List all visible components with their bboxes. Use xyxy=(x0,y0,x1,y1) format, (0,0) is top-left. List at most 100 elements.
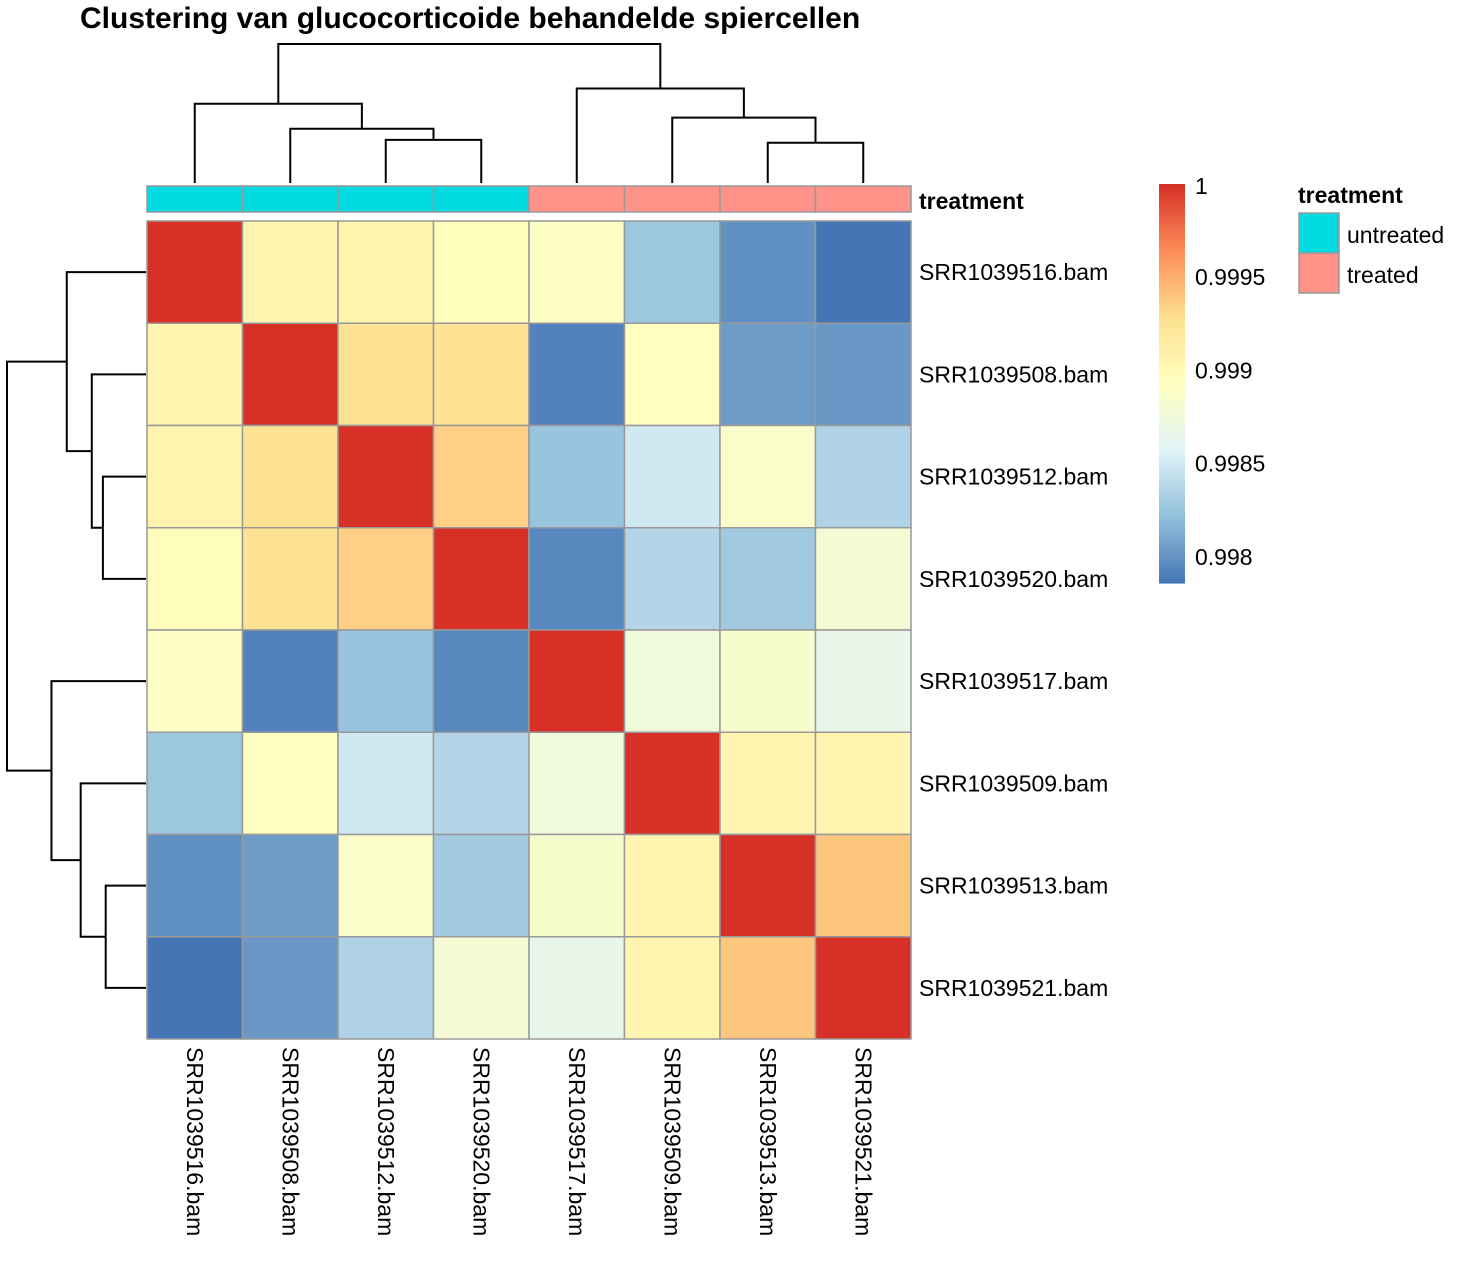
colorbar-segment xyxy=(1159,563,1185,568)
colorbar-tick-label: 0.999 xyxy=(1195,357,1253,383)
row-label: SRR1039512.bam xyxy=(919,464,1108,490)
heatmap-cell xyxy=(241,629,339,733)
colorbar-segment xyxy=(1159,491,1185,496)
heatmap-cell xyxy=(432,322,530,427)
colorbar-segment xyxy=(1159,287,1185,293)
colorbar-segment xyxy=(1159,399,1185,405)
heatmap-cell xyxy=(432,833,530,938)
heatmap-cell xyxy=(814,731,912,836)
heatmap-cell xyxy=(623,936,721,1040)
colorbar-segment xyxy=(1159,523,1185,528)
colorbar-segment xyxy=(1159,419,1185,424)
colorbar-segment xyxy=(1159,191,1185,197)
column-label: SRR1039517.bam xyxy=(564,1047,590,1236)
colorbar-segment xyxy=(1159,415,1185,421)
dendrogram-branch xyxy=(90,373,146,529)
colorbar-segment xyxy=(1159,311,1185,317)
heatmap-cell xyxy=(146,527,244,631)
annotation-cell xyxy=(337,185,435,213)
annotation-cell xyxy=(719,185,817,213)
colorbar-segment xyxy=(1159,519,1185,524)
heatmap-cell xyxy=(814,527,912,631)
colorbar-segment xyxy=(1159,215,1185,221)
heatmap-cell xyxy=(623,833,721,938)
colorbar-segment xyxy=(1159,347,1185,353)
colorbar-segment xyxy=(1159,567,1185,572)
colorbar-segment xyxy=(1159,295,1185,301)
annotation-cell xyxy=(623,185,721,213)
colorbar-segment xyxy=(1159,471,1185,476)
heatmap-cell xyxy=(623,629,721,733)
colorbar-segment xyxy=(1159,439,1185,444)
colorbar-segment xyxy=(1159,363,1185,369)
heatmap-cell xyxy=(432,936,530,1040)
heatmap-cell xyxy=(623,527,721,631)
colorbar-segment xyxy=(1159,283,1185,289)
heatmap-cell xyxy=(146,629,244,733)
colorbar-segment xyxy=(1159,235,1185,241)
colorbar-segment xyxy=(1159,459,1185,464)
colorbar-segment xyxy=(1159,367,1185,373)
colorbar-segment xyxy=(1159,279,1185,285)
heatmap-cell xyxy=(719,527,817,631)
colorbar-segment xyxy=(1159,547,1185,552)
colorbar-segment xyxy=(1159,543,1185,548)
colorbar-segment xyxy=(1159,355,1185,361)
colorbar-segment xyxy=(1159,507,1185,512)
colorbar-segment xyxy=(1159,203,1185,209)
heatmap-cell xyxy=(337,220,435,324)
colorbar-segment xyxy=(1159,219,1185,225)
colorbar-segment xyxy=(1159,447,1185,452)
heatmap-cell xyxy=(528,833,626,938)
heatmap-cell xyxy=(719,731,817,836)
heatmap-cell xyxy=(814,833,912,938)
colorbar-segment xyxy=(1159,327,1185,333)
colorbar-segment xyxy=(1159,267,1185,273)
dendrogram-branch xyxy=(65,271,146,453)
colorbar-segment xyxy=(1159,227,1185,233)
treatment-legend: treatment untreated treated xyxy=(1298,182,1444,294)
heatmap-cell xyxy=(528,936,626,1040)
heatmap-cell xyxy=(719,424,817,529)
colorbar-tick-label: 1 xyxy=(1195,173,1208,199)
heatmap-cell xyxy=(146,322,244,427)
dendrogram-branch xyxy=(277,43,662,104)
heatmap-cell xyxy=(719,220,817,324)
colorbar-segment xyxy=(1159,527,1185,532)
heatmap-cell xyxy=(432,527,530,631)
row-labels: SRR1039516.bam SRR1039508.bam SRR1039512.b… xyxy=(919,259,1108,1001)
heatmap-cell xyxy=(528,322,626,427)
colorbar-segment xyxy=(1159,487,1185,492)
column-label: SRR1039513.bam xyxy=(755,1047,781,1236)
colorbar-segment xyxy=(1159,391,1185,397)
annotation-cell xyxy=(814,185,912,213)
colorbar-segment xyxy=(1159,387,1185,393)
dendrogram-branch xyxy=(79,782,146,938)
colorbar-segment xyxy=(1159,339,1185,345)
heatmap-cell xyxy=(241,424,339,529)
heatmap-cell xyxy=(528,424,626,529)
column-dendrogram xyxy=(193,43,865,183)
heatmap-cell xyxy=(241,220,339,324)
colorbar-segment xyxy=(1159,499,1185,504)
annotation-cell xyxy=(241,185,339,213)
colorbar-segment xyxy=(1159,207,1185,213)
colorbar-segment xyxy=(1159,307,1185,313)
colorbar-segment xyxy=(1159,263,1185,269)
dendrogram-branch xyxy=(101,475,146,580)
heatmap-cell xyxy=(432,220,530,324)
heatmap-cell xyxy=(814,322,912,427)
column-labels: SRR1039516.bam SRR1039508.bam SRR1039512.b… xyxy=(182,1047,877,1236)
colorbar-segment xyxy=(1159,551,1185,556)
row-dendrogram xyxy=(6,271,146,989)
annotation-label: treatment xyxy=(919,188,1024,214)
heatmap-cell xyxy=(146,220,244,324)
colorbar-segment xyxy=(1159,403,1185,409)
legend-swatch-untreated xyxy=(1298,212,1340,254)
dendrogram-branch xyxy=(193,102,363,183)
heatmap-cell xyxy=(241,936,339,1040)
heatmap-cell xyxy=(241,731,339,836)
colorbar-segment xyxy=(1159,195,1185,201)
colorbar-segment xyxy=(1159,187,1185,193)
